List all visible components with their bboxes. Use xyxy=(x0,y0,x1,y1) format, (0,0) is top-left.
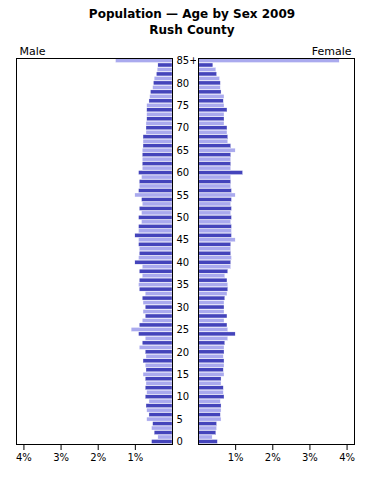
svg-text:0: 0 xyxy=(177,436,183,447)
svg-text:Female: Female xyxy=(312,45,352,58)
svg-text:45: 45 xyxy=(177,234,190,245)
svg-text:2%: 2% xyxy=(265,452,281,463)
svg-text:1%: 1% xyxy=(127,452,143,463)
svg-text:85+: 85+ xyxy=(177,55,197,66)
svg-text:65: 65 xyxy=(177,145,190,156)
svg-text:70: 70 xyxy=(177,122,190,133)
svg-text:20: 20 xyxy=(177,347,190,358)
svg-text:10: 10 xyxy=(177,391,190,402)
svg-text:1%: 1% xyxy=(228,452,244,463)
svg-text:4%: 4% xyxy=(339,452,355,463)
svg-text:4%: 4% xyxy=(16,452,32,463)
svg-text:30: 30 xyxy=(177,302,190,313)
svg-text:3%: 3% xyxy=(302,452,318,463)
html-text:Rush County: Rush County xyxy=(149,23,235,37)
svg-text:5: 5 xyxy=(177,414,183,425)
svg-text:35: 35 xyxy=(177,279,190,290)
svg-text:3%: 3% xyxy=(53,452,69,463)
html-text:Population — Age by Sex 2009: Population — Age by Sex 2009 xyxy=(88,7,296,21)
svg-text:60: 60 xyxy=(177,167,190,178)
svg-text:50: 50 xyxy=(177,212,190,223)
svg-text:Male: Male xyxy=(20,45,46,58)
svg-text:55: 55 xyxy=(177,190,190,201)
svg-text:25: 25 xyxy=(177,324,190,335)
svg-text:2%: 2% xyxy=(90,452,106,463)
svg-text:40: 40 xyxy=(177,257,190,268)
svg-text:75: 75 xyxy=(177,100,190,111)
svg-text:80: 80 xyxy=(177,78,190,89)
svg-text:15: 15 xyxy=(177,369,190,380)
